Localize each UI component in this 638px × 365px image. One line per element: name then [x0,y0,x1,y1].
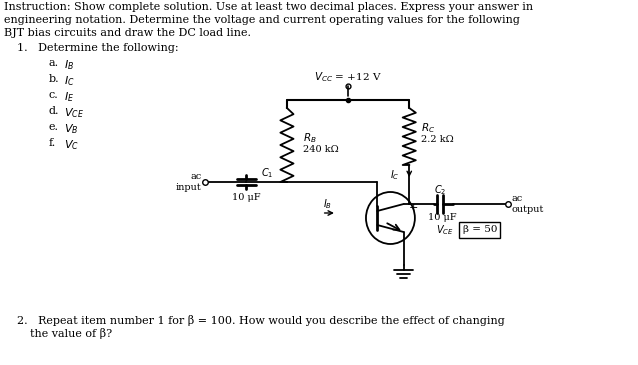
Text: BJT bias circuits and draw the DC load line.: BJT bias circuits and draw the DC load l… [4,28,251,38]
Text: c.: c. [49,90,59,100]
Text: $I_C$: $I_C$ [390,168,400,182]
Text: 10 μF: 10 μF [428,214,456,223]
Text: f.: f. [49,138,56,148]
Text: $R_B$: $R_B$ [303,131,316,145]
Text: $V_{CE}$: $V_{CE}$ [436,223,453,237]
Text: ac
input: ac input [175,172,202,192]
Text: $V_{CC}$ = +12 V: $V_{CC}$ = +12 V [315,70,382,84]
Text: $C_1$: $C_1$ [260,166,273,180]
Text: $V_C$: $V_C$ [64,138,79,152]
Text: $C_2$: $C_2$ [434,183,447,197]
Text: $V_B$: $V_B$ [64,122,78,136]
Text: $I_C$: $I_C$ [64,74,75,88]
Text: 2.   Repeat item number 1 for β = 100. How would you describe the effect of chan: 2. Repeat item number 1 for β = 100. How… [17,315,505,326]
Text: $I_E$: $I_E$ [64,90,74,104]
Text: $I_B$: $I_B$ [64,58,74,72]
Text: b.: b. [49,74,59,84]
Text: 1.   Determine the following:: 1. Determine the following: [17,43,179,53]
Text: engineering notation. Determine the voltage and current operating values for the: engineering notation. Determine the volt… [4,15,519,25]
Text: ac
output: ac output [512,194,544,214]
Text: 2.2 kΩ: 2.2 kΩ [422,135,454,145]
Text: $V_{CE}$: $V_{CE}$ [64,106,84,120]
Text: e.: e. [49,122,59,132]
Text: β = 50: β = 50 [463,226,497,234]
Text: the value of β?: the value of β? [30,328,112,339]
Text: Instruction: Show complete solution. Use at least two decimal places. Express yo: Instruction: Show complete solution. Use… [4,2,533,12]
Text: d.: d. [49,106,59,116]
Text: $I_B$: $I_B$ [323,197,332,211]
Text: 10 μF: 10 μF [232,193,261,203]
Text: $R_C$: $R_C$ [422,121,436,135]
Text: +: + [408,203,418,213]
Text: a.: a. [49,58,59,68]
Text: 240 kΩ: 240 kΩ [303,146,339,154]
